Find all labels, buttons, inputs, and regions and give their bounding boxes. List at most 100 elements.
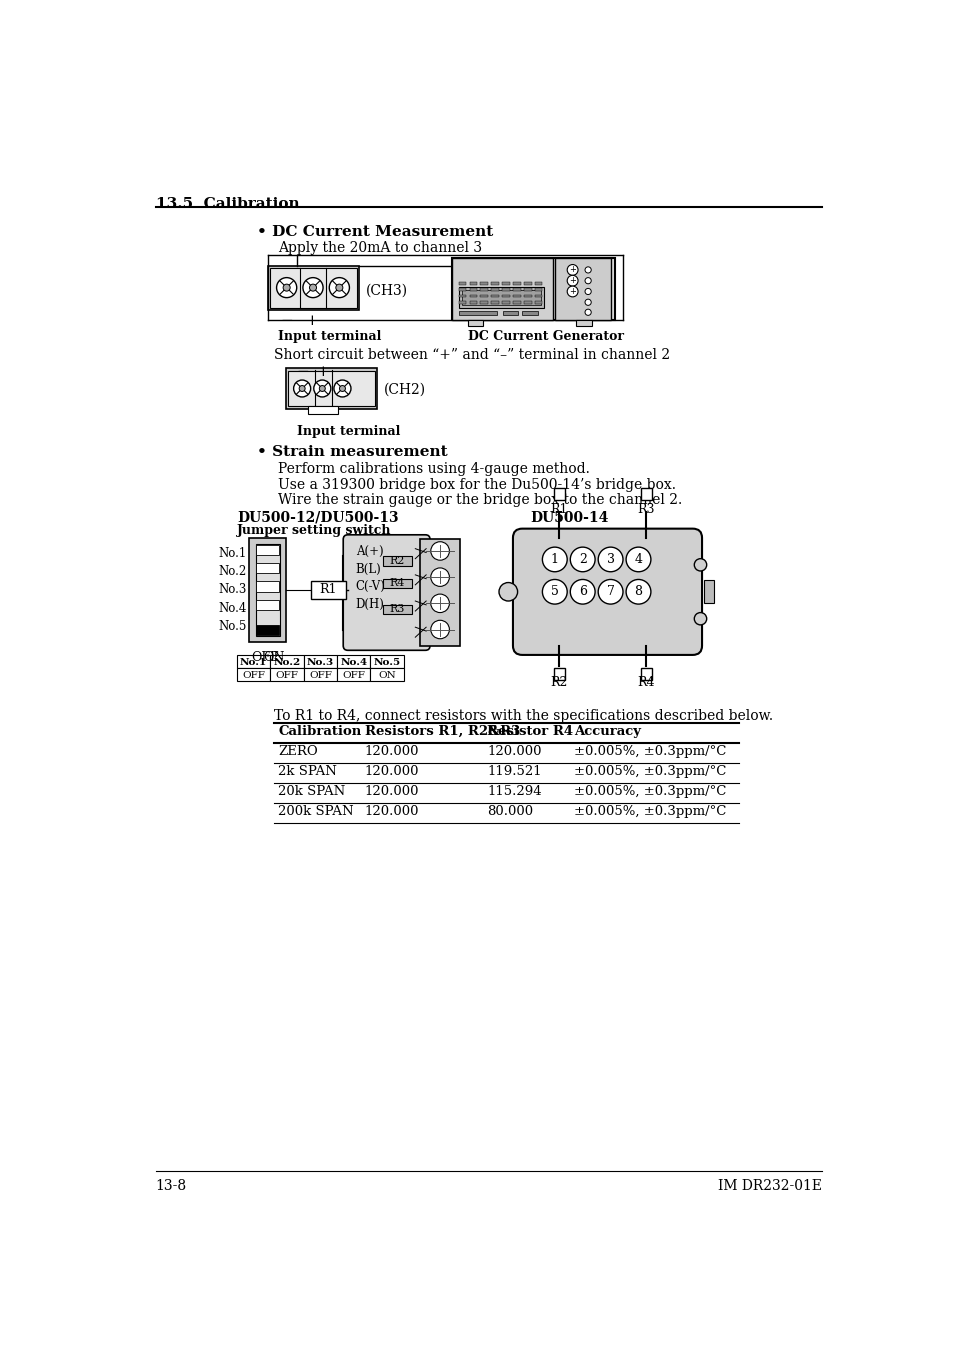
Circle shape <box>584 267 591 273</box>
Text: • Strain measurement: • Strain measurement <box>257 446 447 459</box>
Text: 5: 5 <box>550 585 558 598</box>
Text: 119.521: 119.521 <box>487 765 541 778</box>
Circle shape <box>303 277 323 297</box>
Text: (CH3): (CH3) <box>365 284 407 297</box>
Circle shape <box>431 542 449 561</box>
Circle shape <box>334 380 351 397</box>
Circle shape <box>625 580 650 604</box>
Text: Accuracy: Accuracy <box>574 725 640 738</box>
Bar <box>469 295 476 297</box>
Bar <box>461 290 540 305</box>
Bar <box>534 301 542 304</box>
Text: Perform calibrations using 4-gauge method.: Perform calibrations using 4-gauge metho… <box>278 462 589 477</box>
Text: ON: ON <box>377 671 395 680</box>
Text: 2k SPAN: 2k SPAN <box>278 765 336 778</box>
Bar <box>469 282 476 285</box>
Bar <box>249 538 286 642</box>
Bar <box>270 655 303 667</box>
Text: A(+): A(+) <box>355 544 383 558</box>
Bar <box>270 667 303 681</box>
Text: (CH2): (CH2) <box>384 382 426 396</box>
Text: No.3: No.3 <box>217 584 246 596</box>
Text: DC Current Generator: DC Current Generator <box>468 330 623 343</box>
Text: No.2: No.2 <box>274 658 300 667</box>
Circle shape <box>567 265 578 276</box>
Circle shape <box>498 582 517 601</box>
Text: 13-8: 13-8 <box>155 1178 187 1193</box>
Bar <box>256 563 278 573</box>
Bar <box>521 312 537 315</box>
Circle shape <box>570 547 595 571</box>
Bar <box>523 295 531 297</box>
Bar <box>501 295 509 297</box>
Bar <box>458 301 466 304</box>
Text: ±0.005%, ±0.3ppm/°C: ±0.005%, ±0.3ppm/°C <box>574 785 726 798</box>
Bar <box>554 488 564 500</box>
Text: 80.000: 80.000 <box>487 805 533 819</box>
Bar <box>491 282 498 285</box>
Text: Use a 319300 bridge box for the Du500-14’s bridge box.: Use a 319300 bridge box for the Du500-14… <box>278 478 676 492</box>
Circle shape <box>314 380 331 397</box>
Bar <box>458 282 466 285</box>
Text: R3: R3 <box>637 504 655 516</box>
Circle shape <box>329 277 349 297</box>
Circle shape <box>431 620 449 639</box>
Text: 120.000: 120.000 <box>365 805 419 819</box>
Text: +: + <box>305 313 317 328</box>
Bar <box>513 282 520 285</box>
Bar <box>370 655 403 667</box>
Circle shape <box>309 284 316 290</box>
Text: OFF: OFF <box>242 671 265 680</box>
Text: DU500-14: DU500-14 <box>530 511 608 526</box>
Text: Resistor R4: Resistor R4 <box>487 725 573 738</box>
Bar <box>236 667 270 681</box>
Text: R4: R4 <box>637 676 655 689</box>
Text: To R1 to R4, connect resistors with the specifications described below.: To R1 to R4, connect resistors with the … <box>274 709 773 723</box>
Text: R2: R2 <box>550 676 568 689</box>
Text: No.1: No.1 <box>240 658 267 667</box>
Text: • DC Current Measurement: • DC Current Measurement <box>257 226 493 239</box>
Text: 200k SPAN: 200k SPAN <box>278 805 354 819</box>
Circle shape <box>276 277 296 297</box>
Bar <box>534 282 542 285</box>
Bar <box>555 258 611 320</box>
Bar <box>513 301 520 304</box>
Text: R3: R3 <box>390 604 405 615</box>
Bar <box>256 544 278 555</box>
Bar <box>480 282 488 285</box>
Text: No.5: No.5 <box>217 620 246 634</box>
Bar <box>468 320 483 326</box>
Bar <box>491 288 498 290</box>
Bar <box>303 655 336 667</box>
Bar <box>640 667 651 681</box>
Bar <box>268 266 359 309</box>
Bar <box>480 301 488 304</box>
Text: ZERO: ZERO <box>278 744 317 758</box>
Bar <box>303 667 336 681</box>
Circle shape <box>694 559 706 571</box>
Text: No.4: No.4 <box>217 601 246 615</box>
Text: R1: R1 <box>319 584 337 596</box>
Text: 2: 2 <box>578 553 586 566</box>
Text: 3: 3 <box>606 553 614 566</box>
Text: No.5: No.5 <box>373 658 400 667</box>
Circle shape <box>598 580 622 604</box>
Bar <box>501 301 509 304</box>
Text: No.2: No.2 <box>218 565 246 578</box>
Circle shape <box>584 299 591 305</box>
Text: 20k SPAN: 20k SPAN <box>278 785 345 798</box>
Text: Resistors R1, R2&R3: Resistors R1, R2&R3 <box>365 725 519 738</box>
Bar <box>469 288 476 290</box>
Bar <box>256 624 278 635</box>
Circle shape <box>283 284 290 290</box>
Text: +: + <box>569 276 576 285</box>
Bar <box>370 667 403 681</box>
Text: D(H): D(H) <box>355 598 384 611</box>
Text: No.1: No.1 <box>218 547 246 559</box>
Bar <box>534 288 542 290</box>
FancyBboxPatch shape <box>513 528 701 655</box>
Bar <box>501 282 509 285</box>
Text: Calibration: Calibration <box>278 725 361 738</box>
Bar <box>491 295 498 297</box>
Bar <box>523 288 531 290</box>
